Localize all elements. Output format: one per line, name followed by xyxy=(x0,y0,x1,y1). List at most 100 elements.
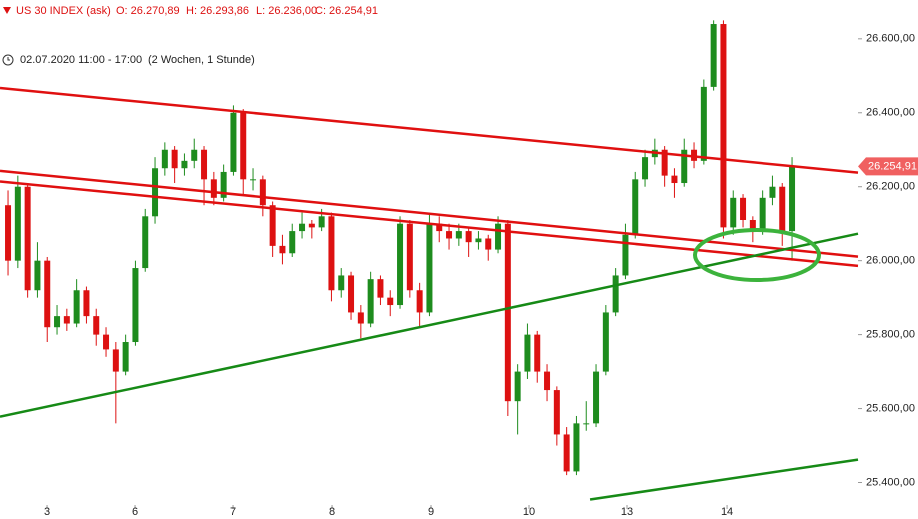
x-tick-label: 14 xyxy=(721,506,733,518)
candle-body xyxy=(318,216,325,228)
candle-body xyxy=(387,297,394,306)
y-tick-label: 26.200,00 xyxy=(866,181,915,193)
candle-body xyxy=(367,279,374,324)
candle-body xyxy=(259,179,266,206)
candle-body xyxy=(632,179,639,235)
x-tick-label: 9 xyxy=(428,506,434,518)
last-price-tag xyxy=(858,157,918,176)
candle-body xyxy=(593,371,600,424)
y-tick-label: 25.400,00 xyxy=(866,476,915,488)
candle-body xyxy=(152,168,159,217)
candle-body xyxy=(308,223,315,228)
candle-body xyxy=(328,216,335,291)
candle-body xyxy=(5,205,12,261)
candle-body xyxy=(122,342,129,372)
x-tick-label: 3 xyxy=(44,506,50,518)
candle-body xyxy=(161,149,168,169)
candle-body xyxy=(171,149,178,169)
last-price-label: 26.254,91 xyxy=(868,160,917,172)
x-tick-label: 10 xyxy=(523,506,535,518)
candle-body xyxy=(406,223,413,291)
candle-body xyxy=(622,234,629,276)
down-icon xyxy=(3,7,11,14)
candle-body xyxy=(475,238,482,243)
candle-body xyxy=(455,231,462,239)
candle-body xyxy=(338,275,345,291)
candle-body xyxy=(769,186,776,198)
candle-body xyxy=(191,149,198,161)
candle-body xyxy=(397,223,404,306)
period: 02.07.2020 11:00 - 17:00 xyxy=(20,54,142,66)
candle-body xyxy=(269,205,276,246)
candle-body xyxy=(749,219,756,232)
candle-body xyxy=(759,197,766,232)
candle-body xyxy=(103,334,110,350)
candle-body xyxy=(465,231,472,243)
candle-body xyxy=(710,24,717,87)
candle-body xyxy=(563,434,570,472)
y-tick-label: 26.000,00 xyxy=(866,255,915,267)
candle-body xyxy=(514,371,521,402)
high-value: H: 26.293,86 xyxy=(186,5,249,17)
candle-body xyxy=(779,186,786,232)
trend-line xyxy=(0,232,859,418)
y-tick-label: 25.600,00 xyxy=(866,402,915,414)
trend-line xyxy=(0,86,859,174)
candle-body xyxy=(73,290,80,324)
trend-line xyxy=(0,169,859,258)
trend-line xyxy=(0,180,859,268)
y-tick-label: 26.600,00 xyxy=(866,33,915,45)
candle-body xyxy=(740,197,747,220)
candle-body xyxy=(132,268,139,343)
candle-body xyxy=(230,112,237,172)
candle-body xyxy=(602,312,609,372)
open-value: O: 26.270,89 xyxy=(116,5,180,17)
candle-body xyxy=(534,334,541,372)
x-tick-label: 13 xyxy=(621,506,633,518)
candle-body xyxy=(44,260,51,328)
x-tick-label: 6 xyxy=(132,506,138,518)
x-tick-label: 7 xyxy=(230,506,236,518)
candle-body xyxy=(700,86,707,161)
candle-body xyxy=(681,149,688,184)
candle-body xyxy=(661,149,668,176)
candle-body xyxy=(485,238,492,250)
candle-body xyxy=(289,231,296,254)
candle-body xyxy=(583,423,590,425)
candle-body xyxy=(377,279,384,298)
close-value: C: 26.254,91 xyxy=(315,5,378,17)
candle-body xyxy=(504,223,511,402)
candle-body xyxy=(426,223,433,313)
candle-body xyxy=(142,216,149,269)
candle-body xyxy=(642,157,649,180)
candle-body xyxy=(573,423,580,472)
candle-body xyxy=(201,149,208,180)
candle-body xyxy=(34,260,41,291)
candle-body xyxy=(54,316,61,328)
candle-body xyxy=(93,316,100,335)
candle-body xyxy=(446,231,453,239)
candle-body xyxy=(210,179,217,198)
candle-body xyxy=(671,175,678,184)
candle-body xyxy=(416,290,423,313)
candle-body xyxy=(553,390,560,435)
candle-body xyxy=(495,223,502,250)
y-tick-label: 26.400,00 xyxy=(866,107,915,119)
candle-body xyxy=(789,166,796,232)
candle-body xyxy=(250,179,257,181)
candle-body xyxy=(279,245,286,254)
candle-body xyxy=(24,186,31,291)
candle-body xyxy=(436,223,443,232)
candle-body xyxy=(112,349,119,372)
x-tick-label: 8 xyxy=(329,506,335,518)
symbol: US 30 INDEX (ask) xyxy=(16,5,111,17)
highlight-ellipse xyxy=(693,228,821,282)
candle-body xyxy=(63,316,70,324)
candle-body xyxy=(348,275,355,313)
candle-body xyxy=(181,160,188,169)
candle-body xyxy=(544,371,551,391)
range: (2 Wochen, 1 Stunde) xyxy=(148,54,255,66)
candle-body xyxy=(612,275,619,313)
candle-body xyxy=(720,24,727,228)
